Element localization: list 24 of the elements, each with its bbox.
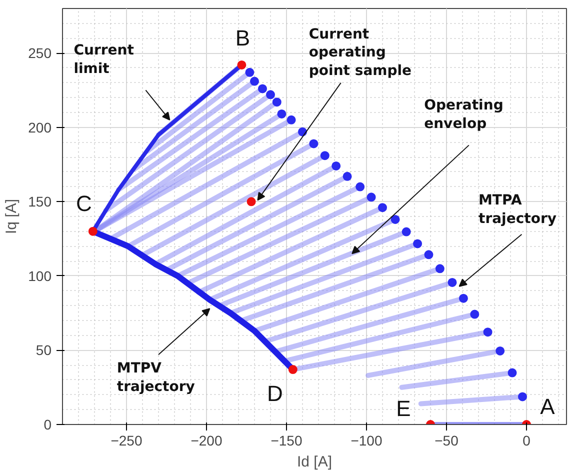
y-axis-title: Iq [A] [3, 198, 20, 234]
y-tick-label: 250 [28, 45, 52, 62]
x-tick-label: 0 [522, 432, 531, 448]
annotation: E [396, 396, 411, 421]
x-tick-label: −250 [110, 432, 142, 448]
annotation: Operating envelop [424, 98, 504, 132]
annotation: Current limit [74, 42, 134, 78]
annotation: MTPV trajectory [116, 360, 195, 396]
x-tick-label: −150 [270, 432, 302, 448]
y-tick-label: 100 [28, 268, 52, 284]
y-tick-label: 150 [28, 194, 52, 210]
y-tick-label: 0 [44, 416, 52, 432]
x-tick-label: −50 [434, 432, 459, 448]
annotation: D [266, 381, 283, 406]
annotation: MTPA trajectory [478, 192, 556, 228]
annotation: Current operating point sample [308, 26, 412, 80]
y-tick-label: 50 [36, 342, 52, 358]
x-tick-label: −100 [350, 432, 382, 448]
annotation: C [76, 190, 92, 216]
annotation: B [235, 25, 250, 50]
annotation: A [540, 394, 556, 419]
x-tick-label: −200 [190, 432, 222, 448]
x-axis-title: Id [A] [296, 454, 332, 470]
y-tick-label: 200 [28, 119, 52, 136]
